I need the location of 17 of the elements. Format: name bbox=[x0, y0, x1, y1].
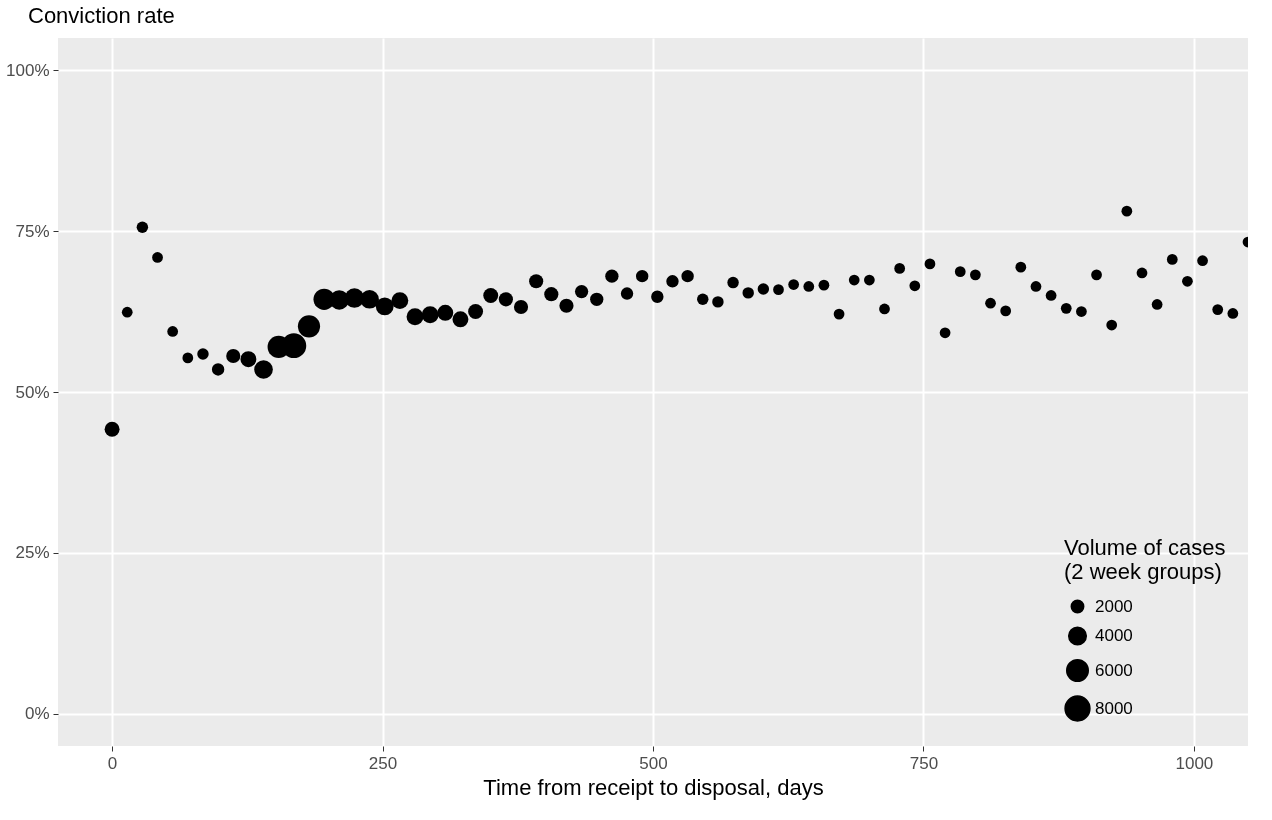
y-tick-label: 75% bbox=[15, 221, 50, 241]
x-tick-label: 250 bbox=[368, 753, 398, 773]
x-tick-label: 750 bbox=[909, 753, 939, 773]
x-tick-label: 1000 bbox=[1175, 753, 1214, 773]
legend-label: 8000 bbox=[1095, 698, 1133, 718]
y-tick-label: 50% bbox=[15, 382, 50, 402]
legend-title: Volume of cases (2 week groups) bbox=[1064, 535, 1226, 584]
y-tick-label: 25% bbox=[15, 543, 50, 563]
x-tick-label: 0 bbox=[107, 753, 118, 773]
legend-label: 6000 bbox=[1095, 660, 1133, 680]
y-tick-label: 0% bbox=[24, 704, 50, 724]
x-tick-label: 500 bbox=[639, 753, 668, 773]
legend-label: 4000 bbox=[1095, 626, 1133, 645]
chart-title: Conviction rate bbox=[28, 3, 175, 28]
y-tick-label: 100% bbox=[6, 60, 50, 80]
legend-label: 2000 bbox=[1095, 596, 1133, 616]
x-axis-title: Time from receipt to disposal, days bbox=[483, 774, 824, 800]
